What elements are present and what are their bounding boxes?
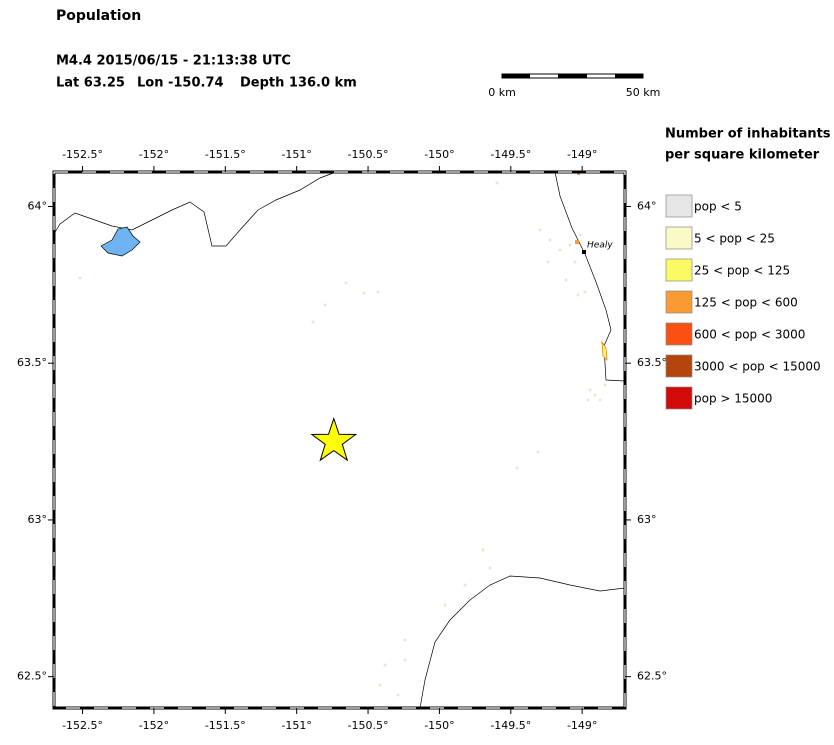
lon-tick-label: -149.5° [490, 719, 531, 732]
legend-label: pop < 5 [694, 200, 742, 214]
title: Population [56, 8, 141, 24]
lon-tick-label: -150.5° [348, 719, 389, 732]
legend-swatch [665, 258, 693, 282]
lat-tick-label: 63° [637, 513, 657, 526]
lon-tick-label: -151° [281, 719, 311, 732]
river [554, 171, 626, 382]
lon-tick-label: -152° [139, 719, 169, 732]
lon-tick-label: -151.5° [205, 719, 246, 732]
scale-start: 0 km [488, 86, 516, 99]
lon-tick-label: -149° [567, 148, 597, 161]
legend-swatch [665, 322, 693, 346]
lat-info: Lat 63.25 [56, 76, 125, 91]
lake [100, 226, 141, 257]
lat-tick-label: 62.5° [637, 670, 667, 683]
population-dots [78, 181, 607, 697]
lat-tick-label: 64° [28, 199, 48, 212]
town-label: Healy [587, 241, 613, 251]
legend-swatch [665, 226, 693, 250]
legend-swatch [665, 194, 693, 218]
depth-info: Depth 136.0 km [240, 76, 357, 91]
lat-tick-label: 62.5° [17, 670, 47, 683]
river [419, 575, 626, 709]
lon-tick-label: -152.5° [62, 148, 103, 161]
legend-swatch [665, 354, 693, 378]
legend-label: 3000 < pop < 15000 [694, 360, 821, 374]
scale-bar [501, 73, 644, 79]
legend-label: 25 < pop < 125 [694, 264, 790, 278]
lon-info: Lon -150.74 [137, 76, 224, 91]
lon-tick-label: -152° [139, 148, 169, 161]
legend-label: 5 < pop < 25 [694, 232, 775, 246]
legend-label: 600 < pop < 3000 [694, 328, 805, 342]
legend-label: 125 < pop < 600 [694, 296, 798, 310]
lon-tick-label: -149° [567, 719, 597, 732]
lon-tick-label: -150.5° [348, 148, 389, 161]
legend-swatch [665, 386, 693, 410]
town-marker [582, 250, 586, 254]
populated-area [601, 340, 608, 362]
legend-label: pop > 15000 [694, 392, 772, 406]
legend-title: Number of inhabitants [665, 127, 831, 142]
legend-title: per square kilometer [665, 148, 820, 163]
lat-tick-label: 63° [28, 513, 48, 526]
lon-tick-label: -150° [424, 148, 454, 161]
lat-tick-label: 64° [637, 199, 657, 212]
map-frame-dash [53, 171, 626, 709]
lon-tick-label: -151.5° [205, 148, 246, 161]
lat-tick-label: 63.5° [17, 356, 47, 369]
event-info: M4.4 2015/06/15 - 21:13:38 UTC [56, 54, 291, 69]
lon-tick-label: -152.5° [62, 719, 103, 732]
lon-tick-label: -150° [424, 719, 454, 732]
lon-tick-label: -151° [281, 148, 311, 161]
coastline [53, 171, 337, 247]
lat-tick-label: 63.5° [637, 356, 667, 369]
scale-end: 50 km [626, 86, 661, 99]
lon-tick-label: -149.5° [490, 148, 531, 161]
populated-area [575, 240, 579, 244]
epicenter-star [310, 417, 358, 462]
legend-swatch [665, 290, 693, 314]
